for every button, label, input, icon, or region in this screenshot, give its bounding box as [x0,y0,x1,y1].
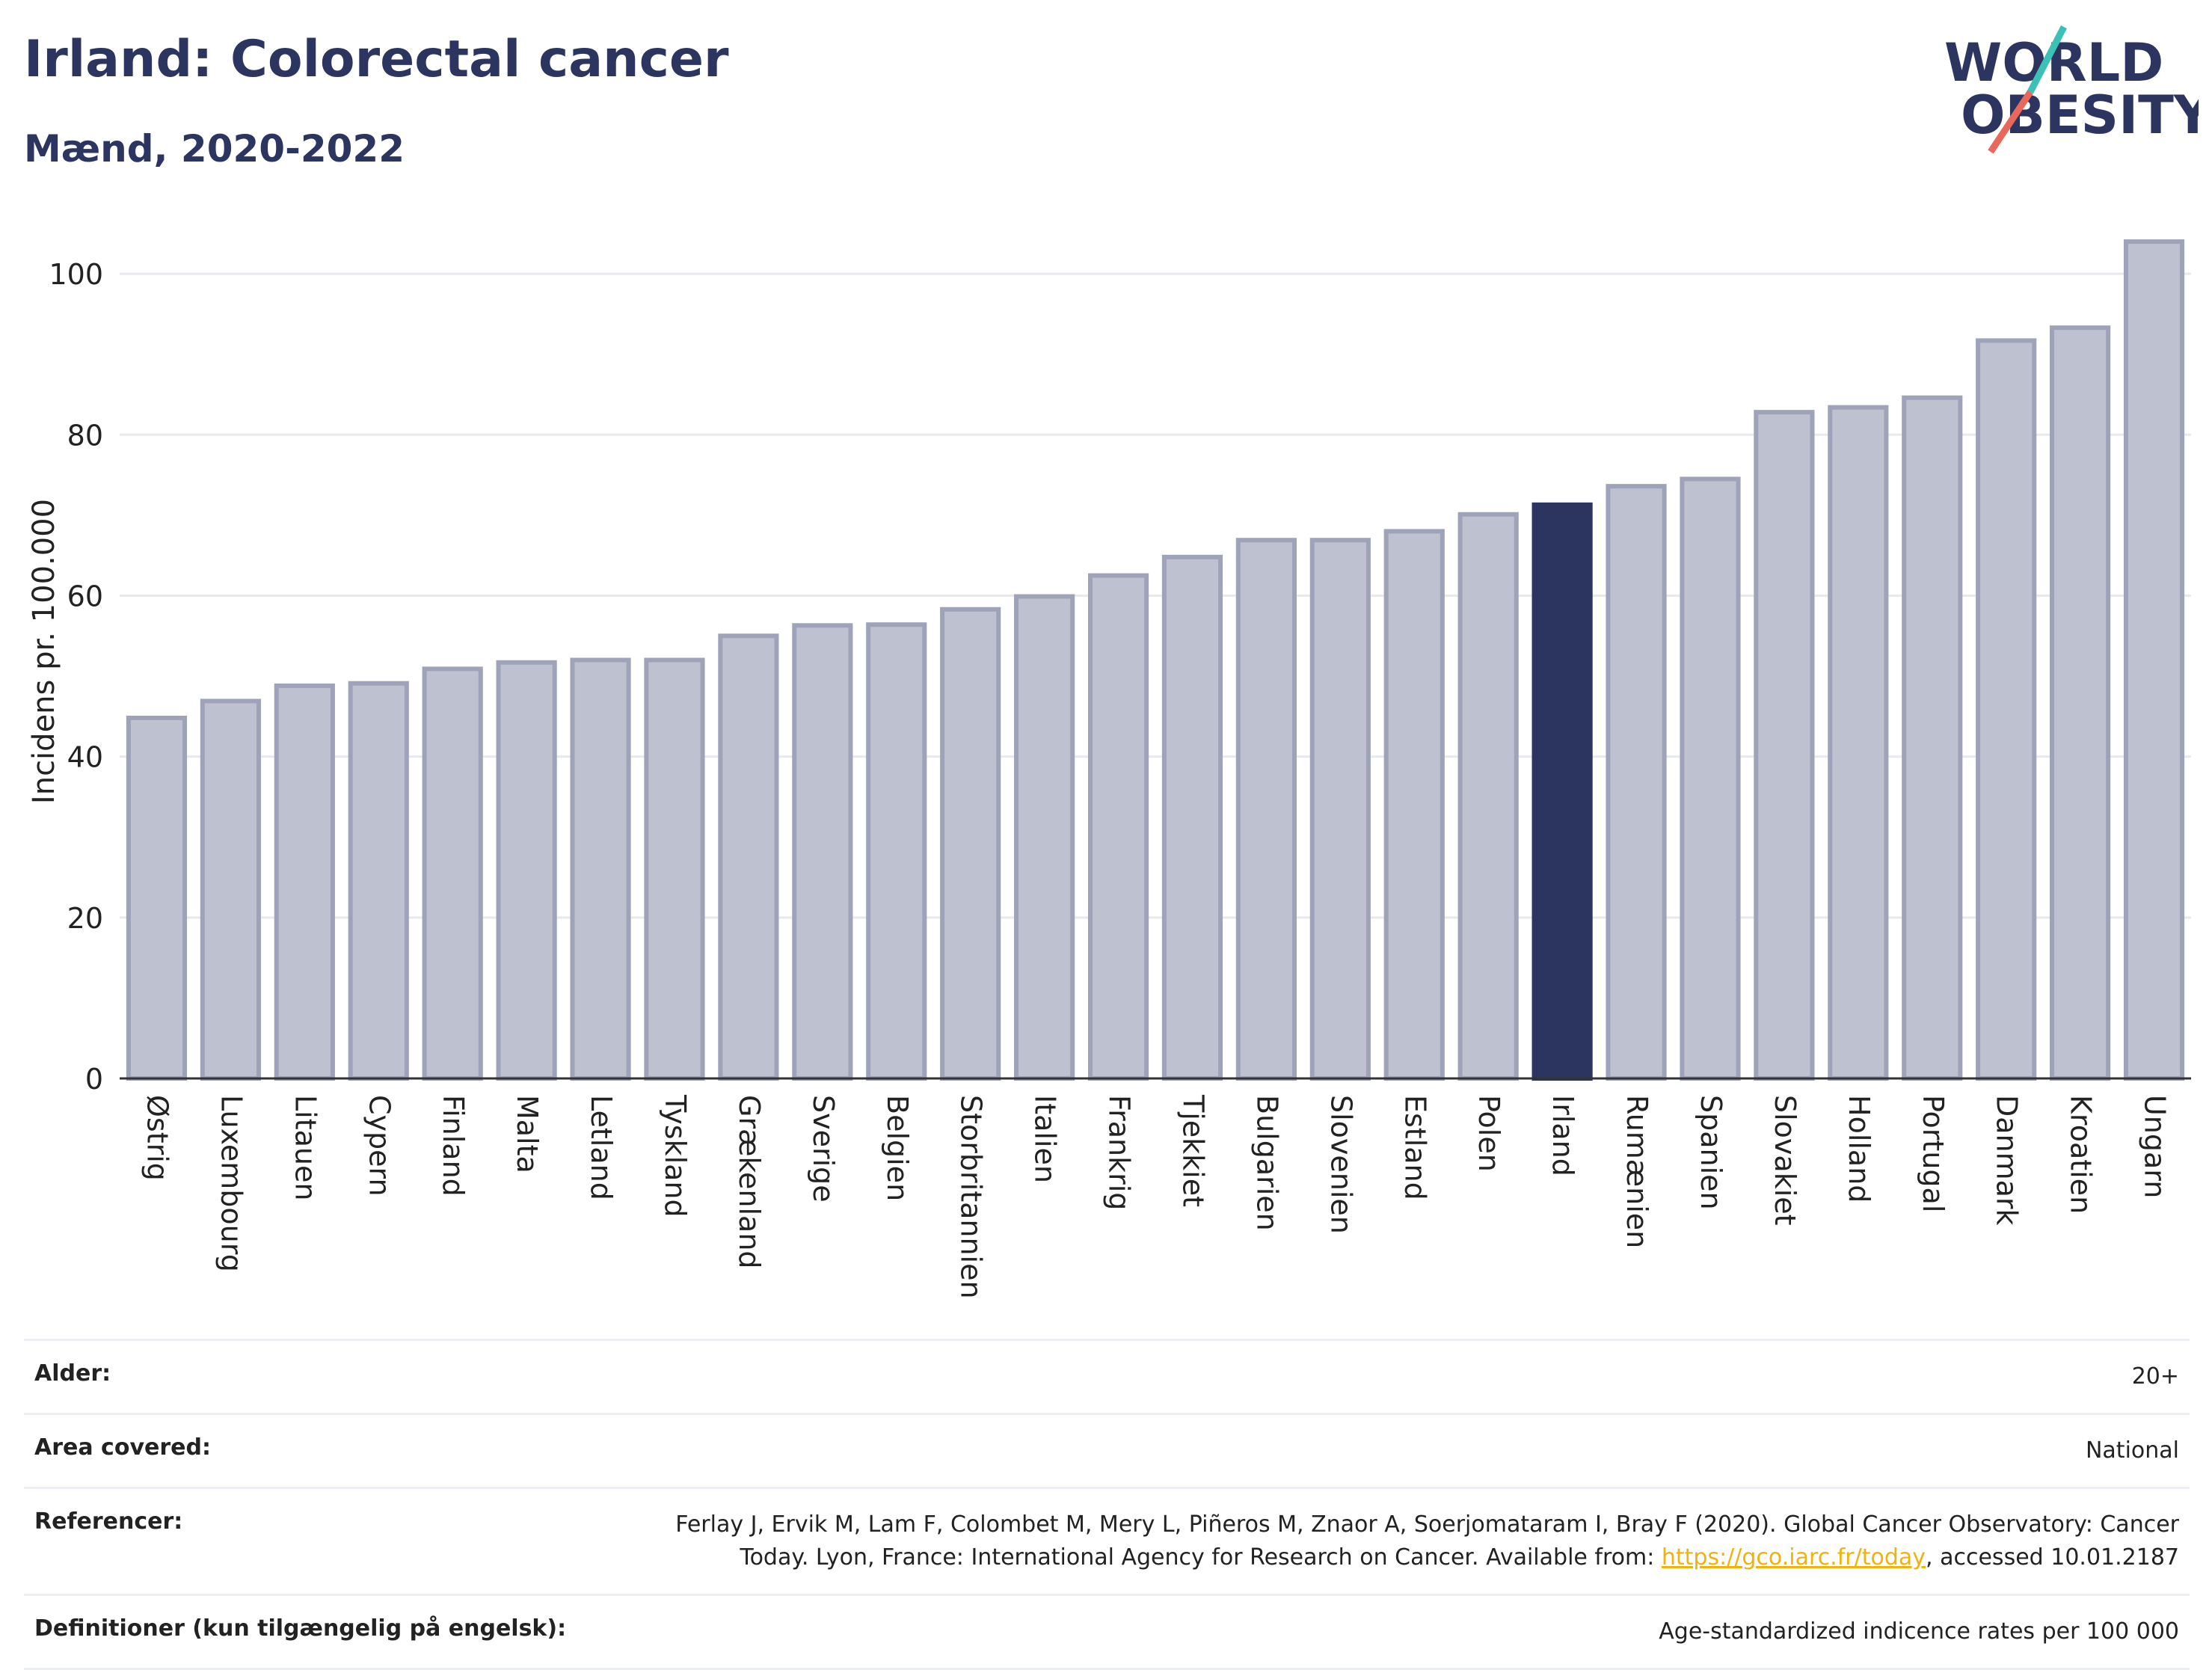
x-tick-label: Ungarn [2139,1095,2172,1198]
y-tick-label: 80 [67,419,103,452]
x-tick-label: Kroatien [2065,1095,2098,1214]
x-tick-label: Cypern [363,1095,396,1197]
bars [126,239,2185,1081]
y-tick-label: 40 [67,741,103,774]
bar-litauen [274,683,335,1081]
x-tick-label: Rumænien [1620,1095,1653,1248]
x-tick-label: Irland [1546,1095,1579,1176]
bar-østrig [126,715,188,1081]
world-obesity-logo: WORLD OBESITY [1944,25,2199,154]
definitions-label: Definitioner (kun tilgængelig på engelsk… [24,1594,613,1670]
chart-subtitle: Mænd, 2020-2022 [24,127,405,171]
x-tick-label: Finland [437,1095,470,1197]
x-tick-label: Grækenland [733,1095,766,1269]
info-row-references: Referencer: Ferlay J, Ervik M, Lam F, Co… [24,1487,2190,1596]
bar-storbritannien [940,607,1001,1081]
x-tick-label: Holland [1843,1095,1875,1203]
x-tick-label: Estland [1398,1095,1431,1200]
x-tick-label: Spanien [1695,1095,1727,1210]
info-row-age: Alder: 20+ [24,1339,2190,1415]
x-tick-label: Luxembourg [215,1095,248,1272]
bar-grækenland [718,633,779,1081]
bar-malta [496,660,557,1081]
x-tick-label: Bulgarien [1250,1095,1283,1231]
area-label: Area covered: [24,1413,613,1489]
x-tick-label: Slovenien [1324,1095,1357,1234]
x-tick-label: Slovakiet [1769,1095,1801,1226]
bar-frankrig [1087,573,1149,1081]
age-label: Alder: [24,1339,613,1415]
info-row-area: Area covered: National [24,1413,2190,1489]
area-value: National [613,1413,2190,1489]
references-line2-post: , accessed 10.01.2187 [1926,1544,2179,1571]
logo-slash-teal [2027,25,2067,94]
info-table: Alder: 20+ Area covered: National Refere… [24,1339,2190,1670]
references-label: Referencer: [24,1487,613,1596]
age-value: 20+ [613,1339,2190,1415]
bar-danmark [1976,338,2037,1081]
bar-finland [422,666,483,1081]
bar-luxembourg [200,699,261,1081]
y-tick-label: 60 [67,580,103,613]
bar-belgien [866,622,927,1081]
x-tick-label: Danmark [1991,1095,2024,1226]
x-tick-label: Letland [585,1095,618,1200]
x-tick-label: Malta [511,1095,544,1173]
x-tick-label: Portugal [1917,1095,1950,1212]
y-tick-label: 0 [85,1063,103,1096]
x-tick-label: Belgien [881,1095,914,1201]
x-tick-label: Tjekkiet [1176,1094,1209,1207]
info-row-definitions: Definitioner (kun tilgængelig på engelsk… [24,1594,2190,1670]
bar-portugal [1902,395,1963,1081]
bar-rumænien [1606,484,1667,1081]
bar-cypern [348,681,409,1081]
x-tick-label: Frankrig [1103,1095,1136,1210]
bar-letland [570,657,631,1081]
bar-tyskland [644,657,705,1081]
bar-slovenien [1309,538,1371,1081]
bar-sverige [792,623,853,1081]
bar-bulgarien [1235,538,1297,1081]
bar-estland [1383,529,1445,1081]
y-axis-ticks: 0 20 40 60 80 100 [49,258,103,1096]
references-line2-pre: Today. Lyon, France: International Agenc… [740,1544,1662,1571]
x-tick-label: Polen [1472,1095,1505,1172]
bar-irland [1531,502,1593,1081]
x-axis-labels: Østrig Luxembourg Litauen Cypern Finland Malt… [141,1094,2171,1299]
x-tick-label: Sverige [807,1095,840,1203]
bar-spanien [1680,476,1741,1081]
x-tick-label: Østrig [141,1095,173,1181]
x-tick-label: Tyskland [659,1094,692,1218]
bar-tjekkiet [1161,554,1223,1081]
y-axis-label: Incidens pr. 100.000 [27,499,61,804]
references-link[interactable]: https://gco.iarc.fr/today [1661,1544,1926,1571]
bar-polen [1457,512,1519,1081]
bar-chart: 0 20 40 60 80 100 Østrig Luxembourg Litauen Cype… [27,239,2191,1299]
x-tick-label: Litauen [289,1095,322,1200]
logo-slash-red [1988,90,2033,154]
bar-holland [1828,405,1889,1081]
definitions-value: Age-standardized indicence rates per 100… [613,1594,2190,1670]
y-tick-label: 20 [67,902,103,935]
x-tick-label: Storbritannien [955,1095,988,1299]
bar-ungarn [2123,239,2185,1081]
references-line1: Ferlay J, Ervik M, Lam F, Colombet M, Me… [675,1511,2179,1538]
bar-kroatien [2050,325,2111,1081]
bar-italien [1014,594,1075,1081]
chart-title: Irland: Colorectal cancer [24,30,729,89]
bar-slovakiet [1754,410,1815,1081]
x-tick-label: Italien [1029,1095,1062,1183]
references-value: Ferlay J, Ervik M, Lam F, Colombet M, Me… [613,1487,2190,1596]
y-tick-label: 100 [49,258,103,291]
